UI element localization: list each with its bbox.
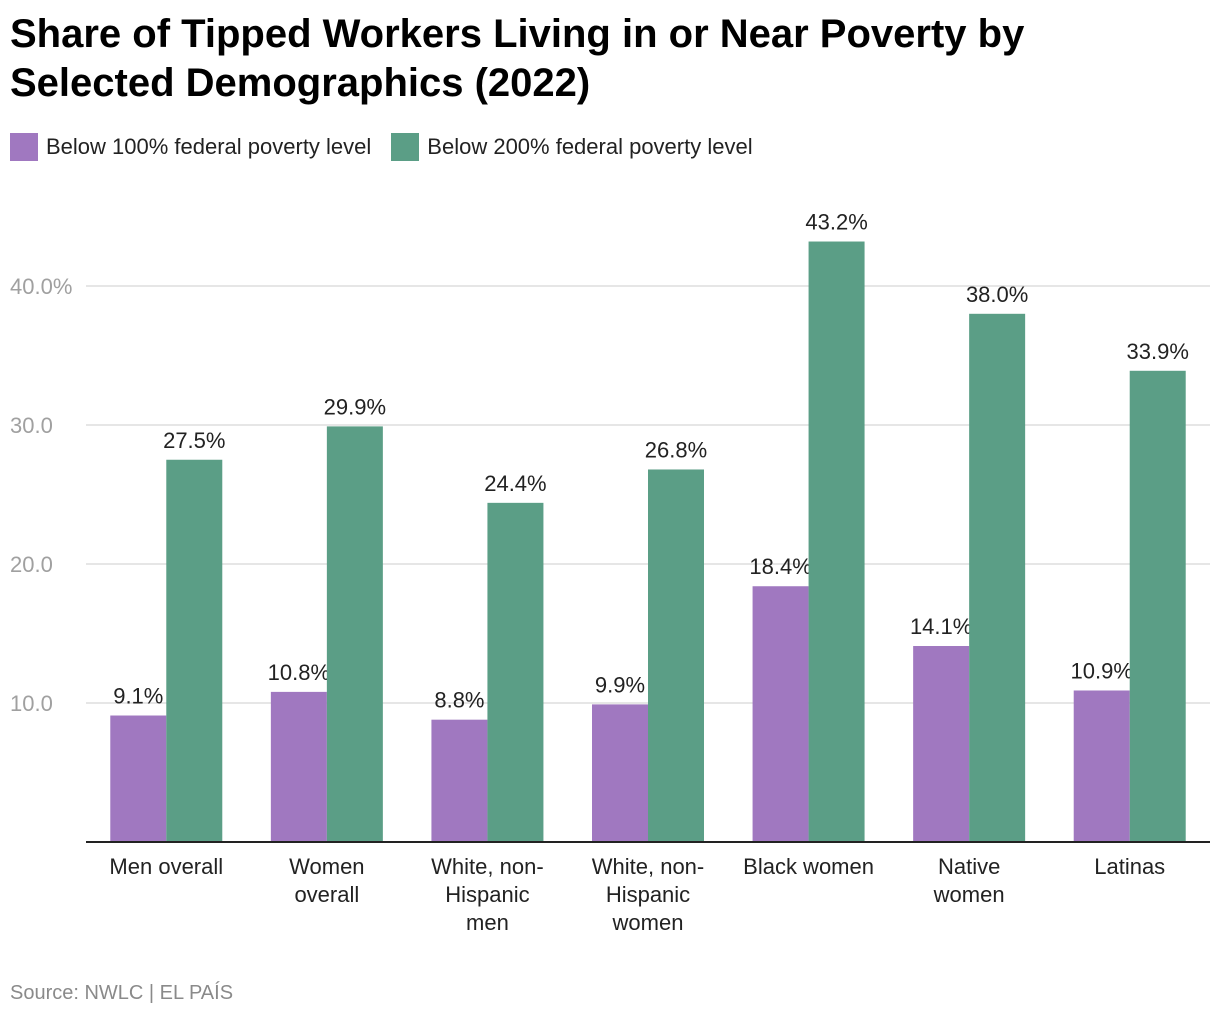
bar [913, 646, 970, 842]
x-tick-label: Men overall [109, 854, 223, 879]
legend-swatch-below-200 [391, 133, 420, 161]
bar [326, 426, 383, 842]
bar [270, 691, 327, 842]
data-label: 29.9% [324, 394, 386, 419]
x-tick-label: women [933, 882, 1005, 907]
source-note: Source: NWLC | EL PAÍS [10, 982, 234, 1004]
legend-label-below-100: Below 100% federal poverty level [46, 134, 372, 159]
bar [487, 502, 544, 842]
data-label: 24.4% [484, 471, 546, 496]
y-tick-label: 40.0% [10, 274, 72, 299]
bar [592, 704, 648, 842]
bar [166, 459, 223, 842]
x-tick-label: White, non- [592, 854, 705, 879]
data-label: 8.8% [434, 688, 484, 713]
y-tick-label: 10.0 [10, 691, 53, 716]
data-label: 10.8% [268, 660, 330, 685]
data-label: 9.1% [113, 684, 163, 709]
x-tick-label: men [466, 910, 509, 935]
bar [110, 715, 167, 842]
bar [1129, 370, 1186, 842]
data-label: 38.0% [966, 282, 1028, 307]
bar [969, 313, 1026, 842]
x-tick-label: Native [938, 854, 1000, 879]
x-tick-label: Women [289, 854, 364, 879]
data-label: 18.4% [749, 554, 811, 579]
y-tick-label: 30.0 [10, 413, 53, 438]
x-tick-label: Hispanic [606, 882, 690, 907]
legend-item-below-100: Below 100% federal poverty level [10, 133, 371, 161]
legend-label-below-200: Below 200% federal poverty level [427, 134, 753, 159]
x-tick-label: Black women [743, 854, 874, 879]
data-label: 33.9% [1127, 339, 1189, 364]
legend: Below 100% federal poverty level Below 2… [10, 131, 753, 163]
y-tick-label: 20.0 [10, 552, 53, 577]
bar [1073, 690, 1130, 842]
data-label: 10.9% [1071, 658, 1133, 683]
data-label: 9.9% [595, 672, 645, 697]
x-tick-label: Latinas [1094, 854, 1165, 879]
bar-chart: 10.0 20.0 30.0 40.0% 9.1% 27.5% Men overall 10.… [10, 210, 1210, 935]
data-label: 27.5% [163, 428, 225, 453]
data-label: 43.2% [805, 210, 867, 235]
bar [648, 469, 704, 842]
x-tick-label: women [612, 910, 684, 935]
x-tick-label: Hispanic [445, 882, 529, 907]
legend-item-below-200: Below 200% federal poverty level [391, 133, 753, 161]
x-tick-label: White, non- [431, 854, 544, 879]
bar [808, 241, 865, 842]
x-tick-label: overall [294, 882, 359, 907]
bar [431, 719, 488, 842]
data-label: 26.8% [645, 437, 707, 462]
legend-swatch-below-100 [10, 133, 38, 161]
chart-title: Share of Tipped Workers Living in or Nea… [10, 12, 1025, 105]
bar [752, 586, 809, 842]
data-label: 14.1% [910, 614, 972, 639]
